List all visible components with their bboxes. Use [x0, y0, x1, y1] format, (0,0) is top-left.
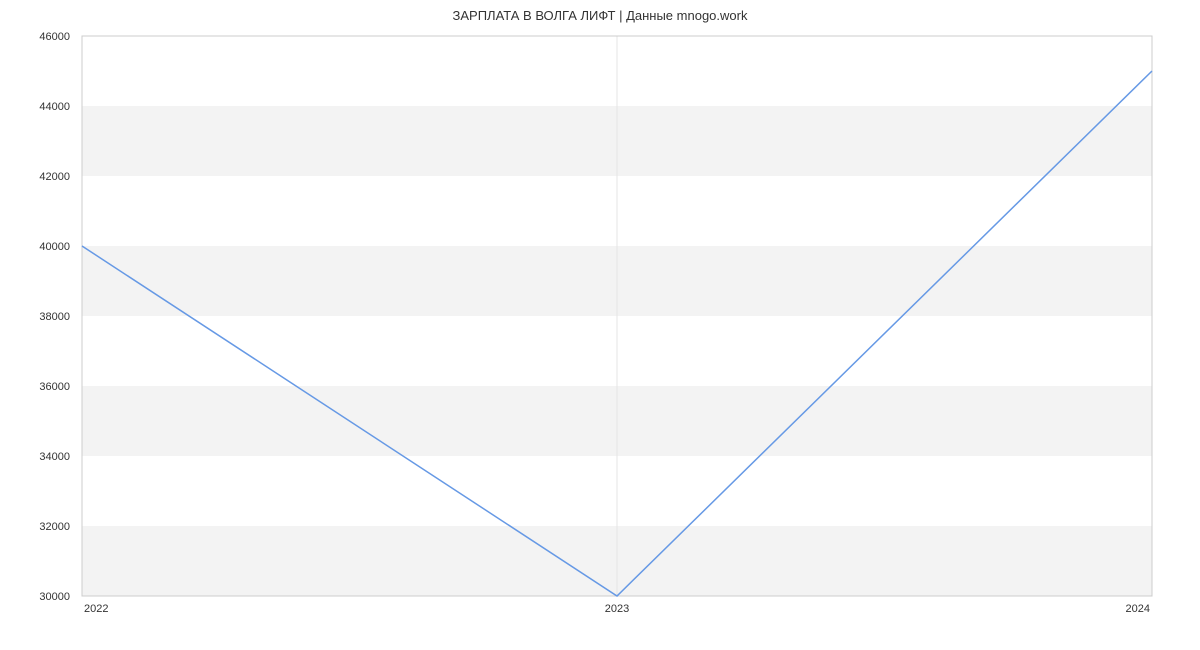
chart-svg: 30000 32000 34000 36000 38000 40000 42000 44000… — [0, 0, 1200, 650]
y-tick-label: 40000 — [39, 241, 70, 253]
y-tick-label: 34000 — [39, 451, 70, 463]
y-tick-label: 36000 — [39, 381, 70, 393]
chart-container: ЗАРПЛАТА В ВОЛГА ЛИФТ | Данные mnogo.wor… — [0, 0, 1200, 650]
x-tick-label: 2024 — [1126, 603, 1150, 615]
y-tick-label: 44000 — [39, 101, 70, 113]
y-tick-label: 32000 — [39, 521, 70, 533]
y-tick-label: 42000 — [39, 171, 70, 183]
y-tick-label: 30000 — [39, 591, 70, 603]
y-tick-label: 38000 — [39, 311, 70, 323]
y-tick-label: 46000 — [39, 31, 70, 43]
x-tick-label: 2022 — [84, 603, 108, 615]
x-tick-label: 2023 — [605, 603, 629, 615]
